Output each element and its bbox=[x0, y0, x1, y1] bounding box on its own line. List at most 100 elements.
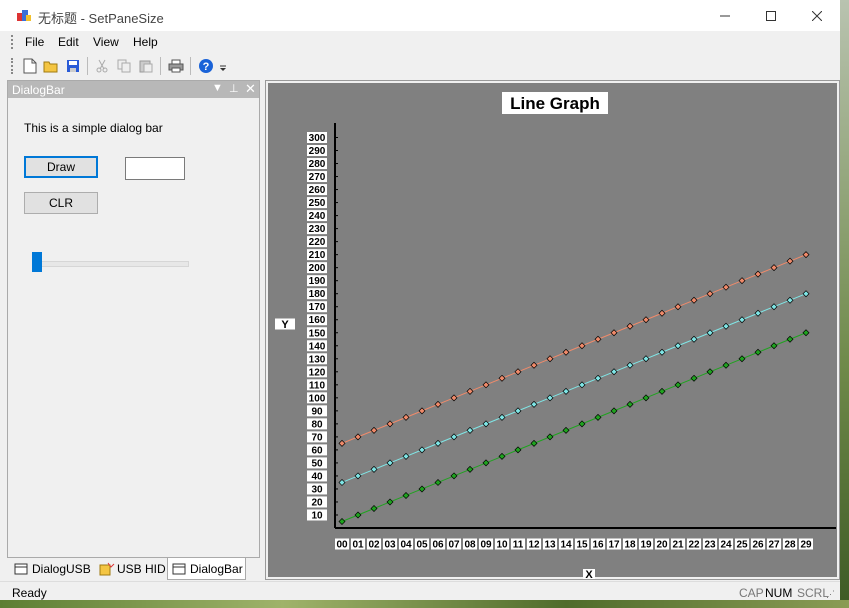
y-axis-label-bg bbox=[275, 318, 295, 330]
open-icon bbox=[43, 61, 58, 73]
x-tick-label-bg bbox=[799, 538, 813, 550]
menu-file[interactable]: File bbox=[25, 35, 45, 49]
y-tick-label: 240 bbox=[307, 210, 327, 222]
x-tick-label-bg bbox=[383, 538, 397, 550]
print-button[interactable] bbox=[167, 57, 185, 75]
data-point bbox=[722, 361, 730, 369]
y-tick-label-bg bbox=[307, 145, 327, 157]
y-tick-label-text: 300 bbox=[309, 133, 326, 144]
tab-usb-hid[interactable]: USB HID bbox=[95, 558, 167, 579]
x-tick-label: 07 bbox=[447, 538, 461, 551]
series-line bbox=[341, 293, 807, 483]
x-tick-label-text: 29 bbox=[800, 540, 812, 551]
chart-title: Line Graph bbox=[502, 92, 608, 114]
y-tick-label-text: 10 bbox=[311, 510, 323, 521]
x-tick-label-text: 12 bbox=[528, 540, 540, 551]
x-tick-label-text: 18 bbox=[624, 540, 636, 551]
pane-menu-icon[interactable]: ▼ bbox=[212, 82, 223, 94]
copy-button[interactable] bbox=[115, 57, 133, 75]
x-tick-label-bg bbox=[783, 538, 797, 550]
maximize-button[interactable] bbox=[748, 0, 794, 31]
data-point bbox=[754, 309, 762, 317]
data-point bbox=[338, 517, 346, 525]
data-point bbox=[738, 355, 746, 363]
toolbar-grip[interactable] bbox=[11, 58, 16, 74]
y-tick-label-text: 200 bbox=[309, 263, 326, 274]
title-bar[interactable]: 无标题 - SetPaneSize bbox=[0, 0, 840, 31]
data-point bbox=[626, 361, 634, 369]
x-tick-label-text: 08 bbox=[464, 540, 476, 551]
x-tick-label-bg bbox=[607, 538, 621, 550]
x-tick-label-text: 27 bbox=[768, 540, 780, 551]
y-tick-label-text: 240 bbox=[309, 211, 326, 222]
paste-button[interactable] bbox=[137, 57, 155, 75]
close-icon[interactable]: ✕ bbox=[245, 81, 256, 96]
y-tick-label-text: 220 bbox=[309, 237, 326, 248]
close-button[interactable] bbox=[794, 0, 840, 31]
menu-view[interactable]: View bbox=[93, 35, 119, 49]
help-button[interactable]: ? bbox=[197, 57, 215, 75]
y-tick-label-text: 50 bbox=[311, 458, 323, 469]
data-point bbox=[706, 329, 714, 337]
data-point bbox=[578, 381, 586, 389]
new-icon bbox=[23, 58, 37, 74]
x-tick-label-text: 04 bbox=[400, 540, 412, 551]
tab-dialogbar[interactable]: DialogBar bbox=[167, 558, 246, 580]
x-tick-label-bg bbox=[479, 538, 493, 550]
slider-thumb[interactable] bbox=[32, 252, 42, 272]
data-point bbox=[610, 329, 618, 337]
minimize-button[interactable] bbox=[702, 0, 748, 31]
resize-grip-icon[interactable]: ⋰ bbox=[826, 589, 835, 599]
y-tick-label-bg bbox=[307, 275, 327, 287]
tab-dialogusb[interactable]: DialogUSB bbox=[10, 558, 94, 579]
data-point bbox=[530, 439, 538, 447]
menubar-grip[interactable] bbox=[11, 35, 16, 49]
data-point bbox=[562, 348, 570, 356]
x-tick-label-text: 24 bbox=[720, 540, 732, 551]
open-button[interactable] bbox=[42, 57, 60, 75]
menu-edit[interactable]: Edit bbox=[58, 35, 79, 49]
data-point bbox=[434, 400, 442, 408]
status-ready: Ready bbox=[12, 586, 47, 600]
data-point bbox=[562, 426, 570, 434]
x-tick-label-text: 14 bbox=[560, 540, 572, 551]
y-tick-label-text: 270 bbox=[309, 172, 326, 183]
y-tick-label-text: 170 bbox=[309, 302, 326, 313]
new-button[interactable] bbox=[21, 57, 39, 75]
desktop-background-bottom bbox=[0, 600, 849, 608]
x-axis-label-text: X bbox=[585, 569, 593, 579]
data-point bbox=[386, 420, 394, 428]
save-button[interactable] bbox=[64, 57, 82, 75]
cut-button[interactable] bbox=[93, 57, 111, 75]
y-tick-label: 60 bbox=[307, 444, 327, 456]
data-point bbox=[690, 374, 698, 382]
data-point bbox=[674, 303, 682, 311]
x-tick-label-bg bbox=[575, 538, 589, 550]
menu-help[interactable]: Help bbox=[133, 35, 158, 49]
draw-button[interactable]: Draw bbox=[24, 156, 98, 178]
data-point bbox=[610, 368, 618, 376]
value-input[interactable] bbox=[125, 157, 185, 180]
data-point bbox=[402, 413, 410, 421]
x-axis-label-bg bbox=[583, 569, 595, 579]
pin-icon[interactable]: ⊥ bbox=[229, 83, 239, 95]
data-point bbox=[642, 355, 650, 363]
line-graph-chart: Line Graph102030405060708090100110120130… bbox=[268, 83, 837, 581]
x-tick-label-text: 09 bbox=[480, 540, 492, 551]
y-tick-label-bg bbox=[307, 457, 327, 469]
toolbar-separator bbox=[190, 57, 191, 75]
y-tick-label-text: 60 bbox=[311, 445, 323, 456]
x-tick-label: 29 bbox=[799, 538, 813, 551]
clr-button[interactable]: CLR bbox=[24, 192, 98, 214]
y-tick-label-bg bbox=[307, 366, 327, 378]
dialog-bar-caption[interactable]: DialogBar ▼ ⊥ ✕ bbox=[8, 81, 259, 98]
slider-track[interactable] bbox=[32, 261, 189, 267]
graph-view: Line Graph 10 20 30 40 50 60 70 80 90 100 110 120 130… bbox=[265, 80, 840, 581]
y-tick-label-text: 190 bbox=[309, 276, 326, 287]
data-point bbox=[642, 394, 650, 402]
x-tick-label-text: 03 bbox=[384, 540, 396, 551]
data-point bbox=[754, 348, 762, 356]
y-tick-label: 70 bbox=[307, 431, 327, 443]
toolbar-overflow-button[interactable] bbox=[218, 57, 228, 75]
data-point bbox=[802, 329, 810, 337]
